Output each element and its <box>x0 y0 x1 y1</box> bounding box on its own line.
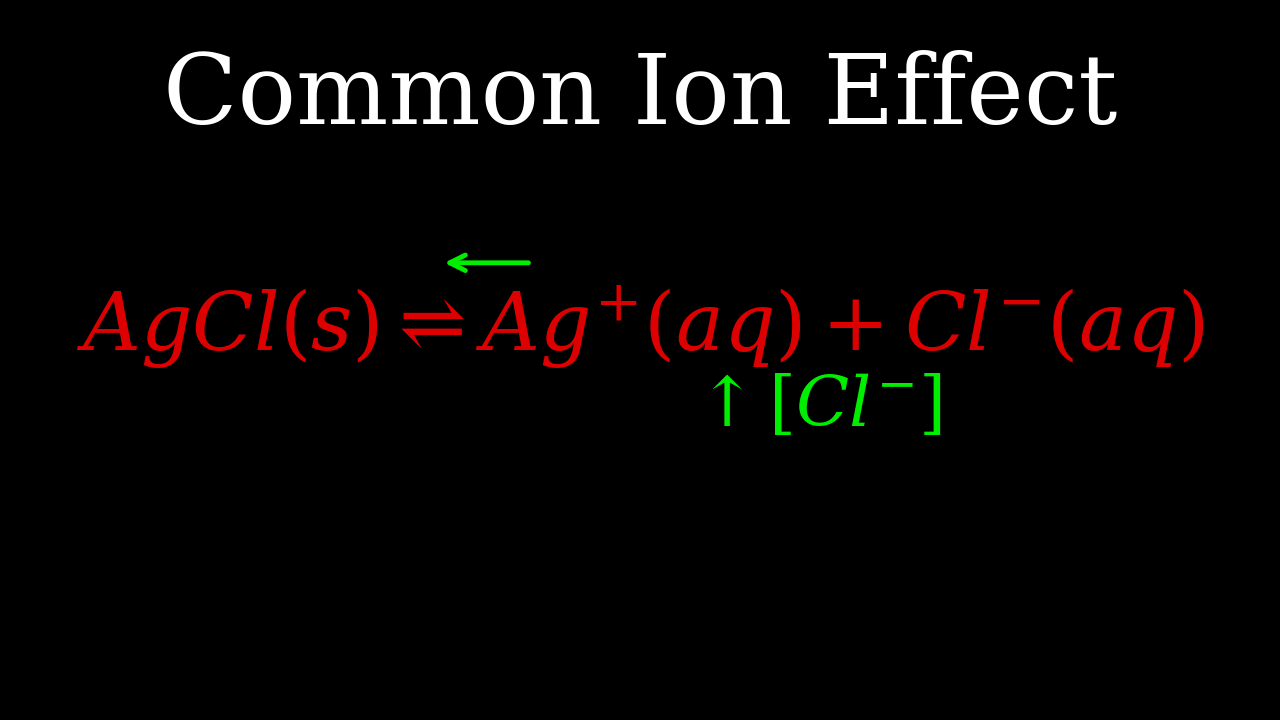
Text: $\mathit{AgCl(s)} \rightleftharpoons \mathit{Ag^{+}(aq) + Cl^{-}(aq)}$: $\mathit{AgCl(s)} \rightleftharpoons \ma… <box>76 284 1204 371</box>
Text: Common Ion Effect: Common Ion Effect <box>163 50 1117 144</box>
Text: $\uparrow[\mathit{Cl^{-}}]$: $\uparrow[\mathit{Cl^{-}}]$ <box>684 373 942 441</box>
